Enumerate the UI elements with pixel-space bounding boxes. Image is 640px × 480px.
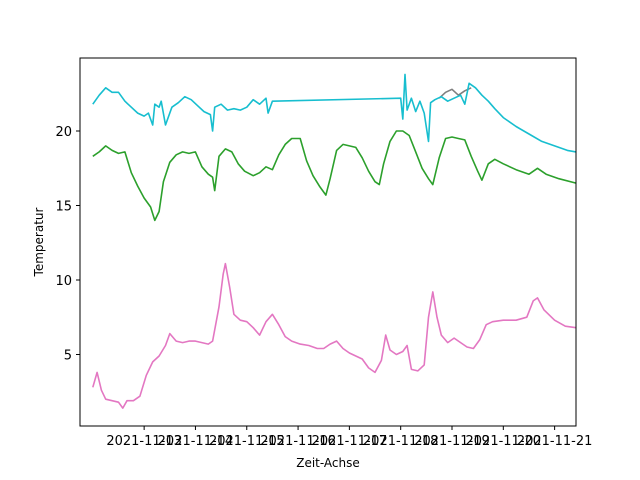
x-axis-label: Zeit-Achse bbox=[296, 456, 360, 470]
series-line-1 bbox=[438, 87, 472, 99]
x-axis: 2021-11-132021-11-142021-11-152021-11-16… bbox=[106, 426, 592, 449]
x-tick-label: 2021-11-16 bbox=[260, 434, 336, 449]
x-tick-label: 2021-11-19 bbox=[414, 434, 490, 449]
x-tick-label: 2021-11-15 bbox=[209, 434, 285, 449]
series-line-3 bbox=[92, 130, 577, 222]
x-tick-label: 2021-11-17 bbox=[312, 434, 388, 449]
x-tick-label: 2021-11-21 bbox=[517, 434, 593, 449]
x-tick-label: 2021-11-18 bbox=[363, 434, 439, 449]
y-tick-label: 15 bbox=[55, 199, 72, 214]
x-tick-label: 2021-11-20 bbox=[466, 434, 542, 449]
y-axis: 5 10 15 20 bbox=[55, 125, 80, 363]
x-tick-label: 2021-11-14 bbox=[158, 434, 234, 449]
y-axis-label: Temperatur bbox=[32, 207, 46, 277]
y-tick-label: 10 bbox=[55, 274, 72, 289]
x-tick-label: 2021-11-13 bbox=[106, 434, 182, 449]
series-line-2 bbox=[92, 73, 577, 153]
y-tick-label: 20 bbox=[55, 125, 72, 140]
plot-frame bbox=[79, 57, 577, 427]
series-line-4 bbox=[92, 262, 577, 409]
series-layer bbox=[92, 73, 577, 409]
y-tick-label: 5 bbox=[64, 348, 72, 363]
plot-area bbox=[80, 58, 576, 426]
